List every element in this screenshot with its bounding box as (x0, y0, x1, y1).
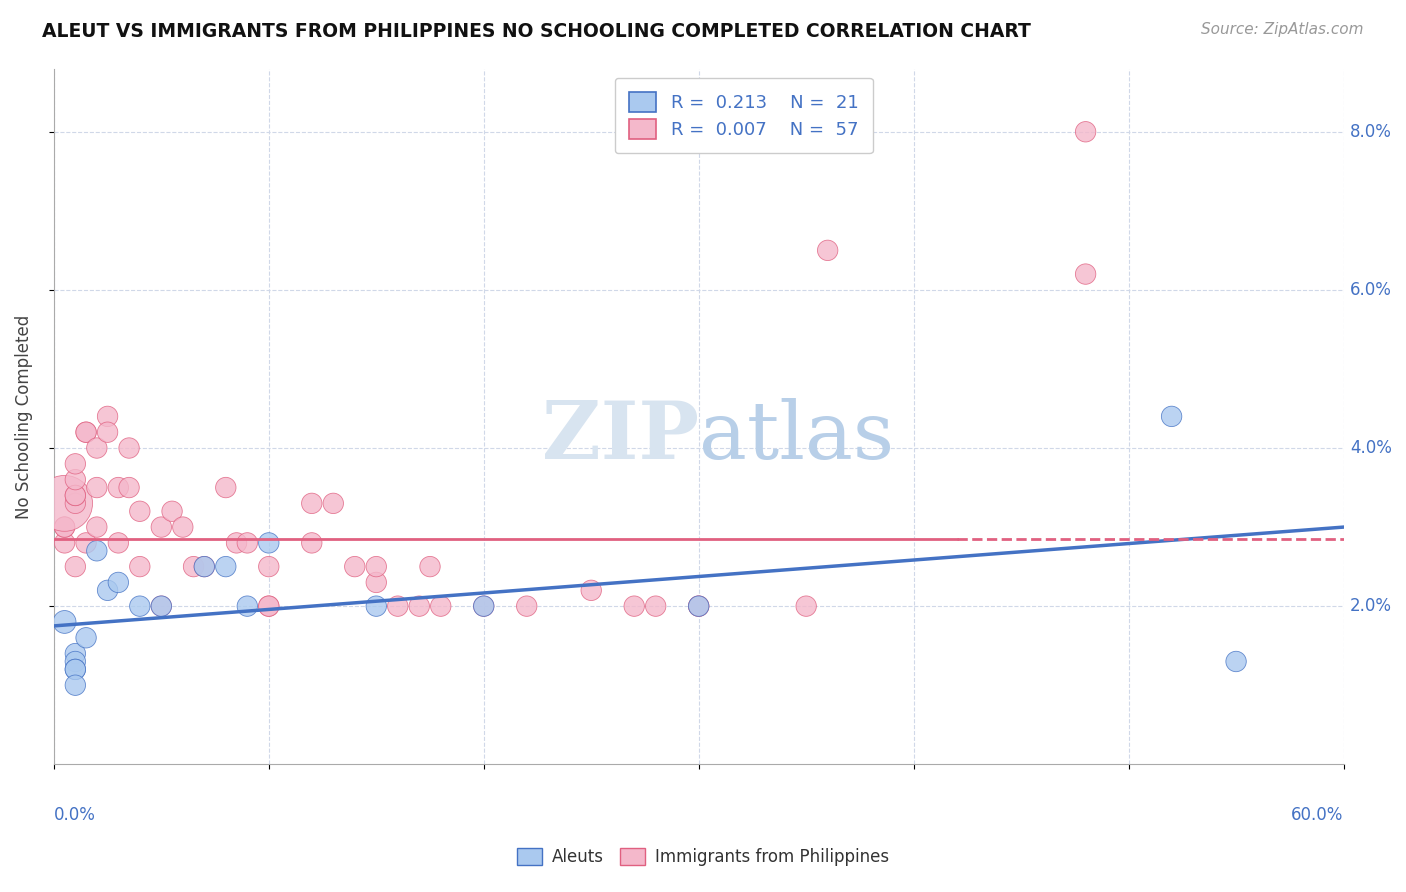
Point (257, 599, 280, 614)
Point (128, 504, 150, 518)
Point (97, 583, 120, 598)
Point (429, 599, 451, 614)
Text: ALEUT VS IMMIGRANTS FROM PHILIPPINES NO SCHOOLING COMPLETED CORRELATION CHART: ALEUT VS IMMIGRANTS FROM PHILIPPINES NO … (42, 22, 1031, 41)
Point (257, 536, 280, 550)
Point (53, 520, 76, 534)
Point (1074, 267, 1097, 281)
Point (86, 441, 108, 455)
Point (688, 599, 710, 614)
Point (150, 599, 173, 614)
Point (1160, 409, 1182, 424)
Point (193, 559, 215, 574)
Point (65, 559, 87, 574)
Point (128, 599, 150, 614)
Point (366, 575, 388, 590)
Point (86, 520, 108, 534)
Legend: Aleuts, Immigrants from Philippines: Aleuts, Immigrants from Philippines (509, 840, 897, 875)
Text: ZIP: ZIP (541, 398, 699, 476)
Point (65, 655, 87, 669)
Point (688, 599, 710, 614)
Point (86, 481, 108, 495)
Point (118, 441, 141, 455)
Point (128, 559, 150, 574)
Point (53, 496, 76, 510)
Point (366, 599, 388, 614)
Text: Source: ZipAtlas.com: Source: ZipAtlas.com (1201, 22, 1364, 37)
Point (366, 559, 388, 574)
Point (322, 496, 344, 510)
Point (193, 559, 215, 574)
Point (215, 481, 238, 495)
Point (65, 662, 87, 676)
Point (236, 536, 259, 550)
Point (644, 599, 666, 614)
Point (516, 599, 538, 614)
Point (118, 481, 141, 495)
Text: 0.0%: 0.0% (53, 806, 96, 824)
Point (387, 599, 409, 614)
Point (53, 536, 76, 550)
Point (65, 488, 87, 502)
Point (65, 457, 87, 471)
Point (172, 520, 194, 534)
Point (817, 244, 839, 258)
Text: 60.0%: 60.0% (1291, 806, 1344, 824)
Point (343, 559, 366, 574)
Point (160, 504, 183, 518)
Point (150, 520, 173, 534)
Point (65, 647, 87, 661)
Text: 6.0%: 6.0% (1350, 281, 1392, 299)
Point (1225, 655, 1247, 669)
Point (579, 583, 602, 598)
Point (301, 536, 323, 550)
Point (65, 678, 87, 692)
Point (257, 559, 280, 574)
Point (86, 543, 108, 558)
Point (75, 631, 97, 645)
Text: 4.0%: 4.0% (1350, 439, 1392, 457)
Point (65, 662, 87, 676)
Point (472, 599, 495, 614)
Y-axis label: No Schooling Completed: No Schooling Completed (15, 314, 32, 518)
Point (107, 575, 129, 590)
Text: atlas: atlas (699, 398, 894, 476)
Point (75, 425, 97, 440)
Point (1074, 125, 1097, 139)
Point (215, 559, 238, 574)
Point (75, 536, 97, 550)
Legend: R =  0.213    N =  21, R =  0.007    N =  57: R = 0.213 N = 21, R = 0.007 N = 57 (614, 78, 873, 153)
Point (97, 409, 120, 424)
Point (65, 473, 87, 487)
Point (236, 599, 259, 614)
Point (419, 559, 441, 574)
Point (257, 599, 280, 614)
Text: 2.0%: 2.0% (1350, 597, 1392, 615)
Text: 8.0%: 8.0% (1350, 123, 1392, 141)
Point (225, 536, 247, 550)
Point (65, 488, 87, 502)
Point (107, 536, 129, 550)
Point (65, 496, 87, 510)
Point (53, 520, 76, 534)
Point (183, 559, 205, 574)
Point (688, 599, 710, 614)
Point (150, 599, 173, 614)
Point (97, 425, 120, 440)
Point (794, 599, 817, 614)
Point (472, 599, 495, 614)
Point (107, 481, 129, 495)
Point (53, 615, 76, 629)
Point (408, 599, 430, 614)
Point (301, 496, 323, 510)
Point (623, 599, 645, 614)
Point (75, 425, 97, 440)
